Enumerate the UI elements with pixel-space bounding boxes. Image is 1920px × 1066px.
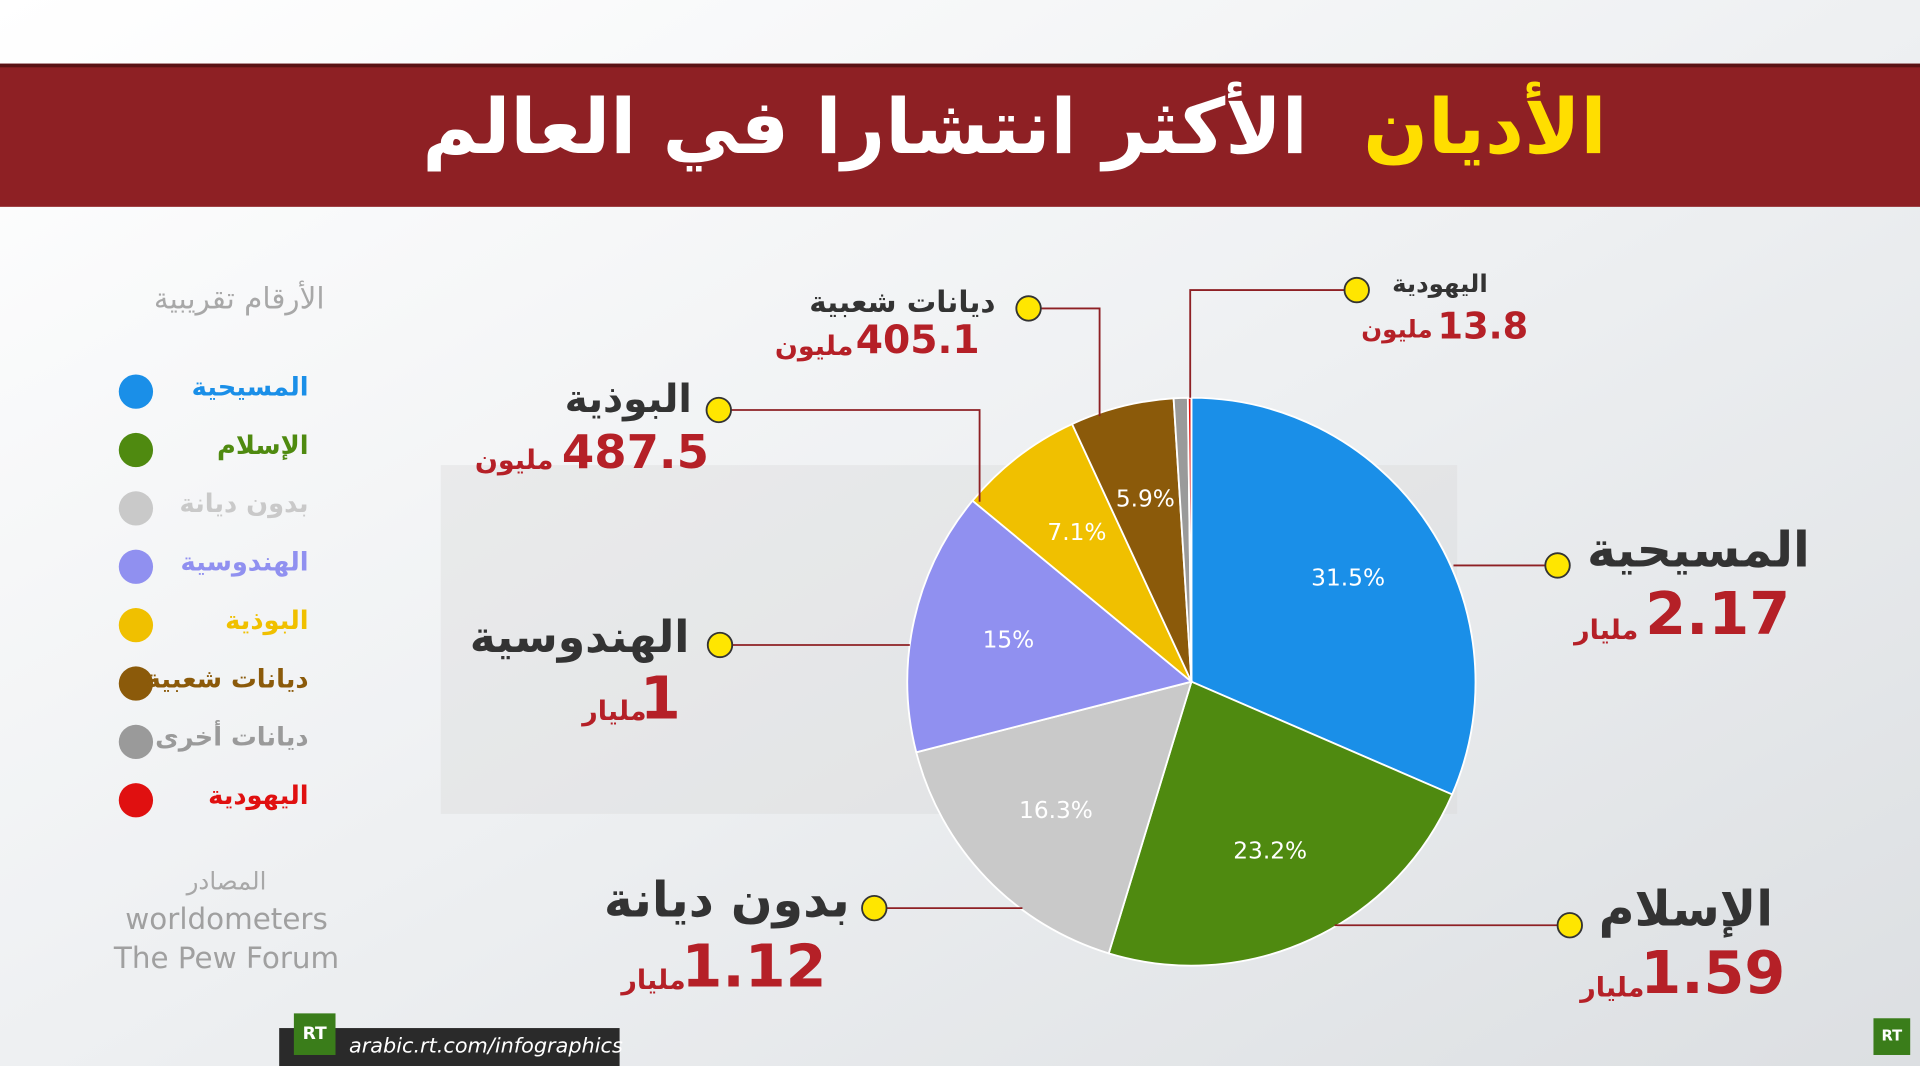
legend-swatch — [118, 491, 154, 526]
chart-title: الأكثر انتشارا في العالم — [422, 81, 1307, 172]
leader-line — [718, 409, 981, 502]
callout-amount: 1 — [640, 664, 681, 733]
legend-swatch — [118, 783, 154, 818]
callout-unit: مليار — [1572, 615, 1638, 646]
title-banner — [0, 63, 1920, 207]
legend-swatch — [118, 374, 154, 409]
callout-name: ديانات شعبية — [809, 285, 995, 319]
callout-dot — [706, 631, 734, 659]
legend-label: بدون ديانة — [180, 489, 309, 519]
callout-dot — [1544, 552, 1571, 579]
sources-title: المصادر — [185, 866, 267, 895]
pie-slice — [1190, 396, 1477, 796]
callout-dot — [861, 894, 888, 922]
legend-swatch — [118, 432, 154, 468]
title-highlight: الأديان — [1363, 81, 1606, 171]
legend-swatch — [118, 666, 154, 701]
source: worldometers — [125, 902, 328, 936]
callout-dot — [705, 396, 732, 424]
callout-name: الهندوسية — [470, 612, 690, 663]
callout-amount: 1.59 — [1640, 938, 1785, 1007]
callout-amount: 405.1 — [856, 318, 980, 363]
slice-label: 15% — [983, 626, 1035, 653]
source: The Pew Forum — [113, 941, 339, 975]
callout-name: المسيحية — [1587, 522, 1810, 579]
legend-swatch — [118, 608, 154, 643]
logo-box — [1873, 1018, 1911, 1055]
callout-unit: مليون — [775, 331, 854, 362]
pie-slice — [915, 680, 1193, 955]
callout-unit: مليون — [475, 445, 554, 476]
legend-label: ديانات أخرى — [155, 720, 308, 753]
callout-unit: مليار — [1578, 972, 1644, 1003]
footer-url: arabic.rt.com/infographics — [349, 1033, 623, 1057]
callout-unit: مليار — [580, 696, 646, 727]
logo: RT — [1881, 1028, 1902, 1045]
callout-name: اليهودية — [1392, 269, 1488, 298]
callout-name: بدون ديانة — [604, 872, 850, 930]
legend-label: المسيحية — [192, 372, 309, 402]
pie-slice — [1186, 396, 1193, 682]
slice-label: 23.2% — [1233, 837, 1307, 864]
logo: RT — [303, 1024, 327, 1044]
callout-name: الإسلام — [1599, 880, 1773, 937]
slice-label: 16.3% — [1019, 797, 1093, 824]
legend-label: اليهودية — [208, 781, 308, 811]
legend-swatch — [118, 724, 154, 760]
slice-label: 31.5% — [1311, 564, 1385, 591]
leader-line — [1189, 289, 1357, 398]
legend-label: البوذية — [225, 606, 308, 636]
slice-label: 5.9% — [1116, 486, 1175, 513]
pie-slice — [906, 499, 1194, 754]
legend-swatch — [118, 549, 154, 584]
slice-label: 7.1% — [1047, 519, 1106, 546]
legend-title: الأرقام تقريبية — [154, 279, 325, 315]
callout-unit: مليار — [619, 965, 685, 996]
logo-box — [293, 1013, 336, 1055]
callout-dot — [1015, 295, 1042, 322]
callout-amount: 487.5 — [562, 425, 709, 479]
callout-dot — [1343, 276, 1370, 304]
callout-amount: 1.12 — [682, 932, 827, 1001]
callout-amount: 2.17 — [1645, 579, 1790, 648]
legend-label: الإسلام — [217, 431, 309, 461]
pie-slice — [1107, 680, 1454, 967]
callout-unit: مليون — [1361, 314, 1432, 343]
legend-label: الهندوسية — [181, 548, 309, 578]
callout-name: البوذية — [565, 377, 692, 422]
banner-edge — [0, 63, 1920, 68]
leader-line — [1028, 307, 1101, 417]
footer-bar — [279, 1028, 620, 1066]
pie-slice — [971, 422, 1193, 683]
callout-amount: 13.8 — [1438, 305, 1529, 348]
legend-label: ديانات شعبية — [146, 664, 309, 694]
callout-dot — [1556, 912, 1583, 939]
